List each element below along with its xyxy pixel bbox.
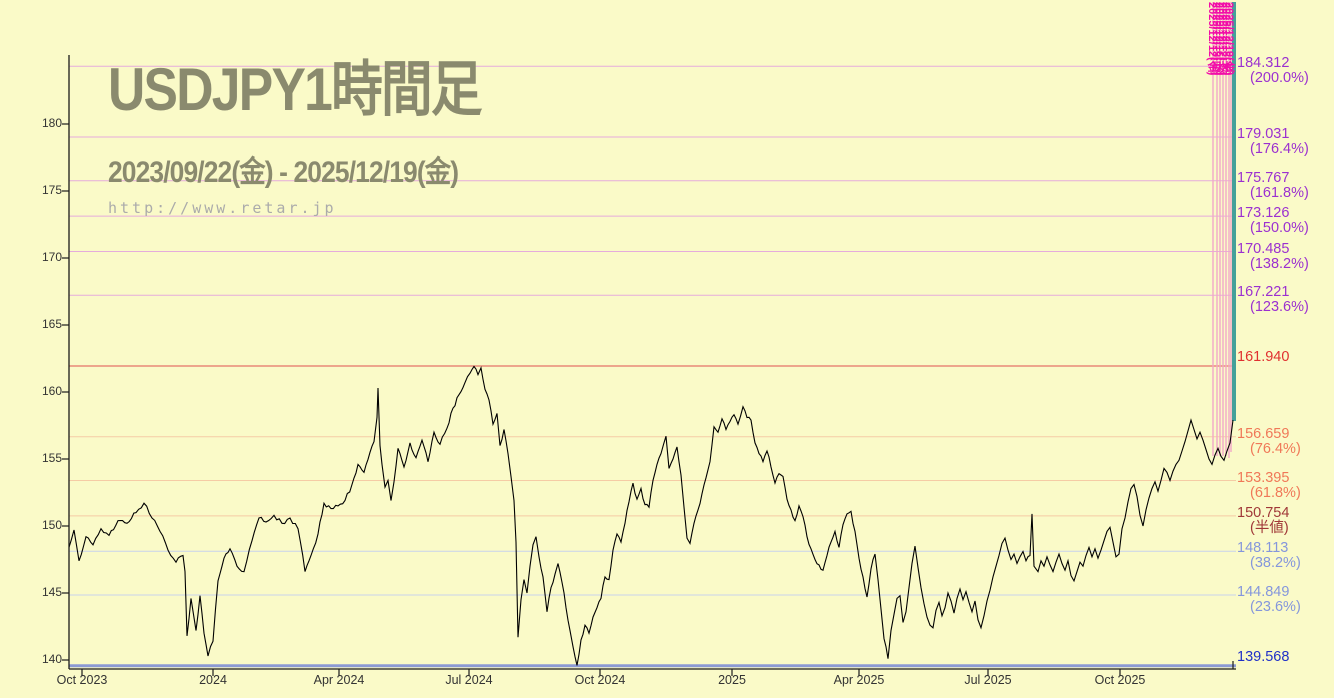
fib-percent: (76.4%): [1250, 440, 1301, 457]
fib-percent: (23.6%): [1250, 599, 1301, 616]
fib-label: 144.849 (23.6%): [1237, 585, 1301, 615]
fib-price: 184.312: [1237, 55, 1290, 72]
fib-label: 139.568: [1237, 648, 1290, 665]
fib-percent: (161.8%): [1250, 184, 1309, 201]
date-range: 2023/09/22(金) - 2025/12/19(金): [108, 156, 459, 190]
fib-price: 150.754: [1237, 504, 1290, 521]
chart-header: USDJPY1時間足 2023/09/22(金) - 2025/12/19(金)…: [108, 56, 541, 217]
rotated-date-label: 2025/12/12(金): [1206, 2, 1218, 76]
y-axis-tick-label: 170: [41, 250, 62, 264]
source-url: http://www.retar.jp: [108, 199, 337, 218]
y-axis-tick-label: 175: [41, 183, 62, 197]
fib-price: 153.395: [1237, 469, 1290, 486]
fib-percent: (176.4%): [1250, 140, 1309, 157]
fib-percent: (138.2%): [1250, 255, 1309, 272]
fib-label: 156.659 (76.4%): [1237, 425, 1301, 457]
x-axis-tick-label: 2024: [199, 673, 227, 687]
fib-label: 173.126 (150.0%): [1237, 206, 1309, 236]
x-axis-tick-label: Apr 2025: [833, 673, 885, 687]
fib-label: 148.113 (38.2%): [1237, 541, 1301, 571]
x-axis-tick-label: 2025: [718, 673, 746, 687]
x-axis-tick-label: Oct 2023: [56, 673, 108, 687]
x-axis-tick-label: Jul 2024: [445, 673, 493, 687]
fib-label: 175.767 (161.8%): [1237, 169, 1309, 201]
fib-price: 139.568: [1237, 648, 1290, 665]
fib-price: 179.031: [1237, 125, 1290, 142]
fib-label: 179.031 (176.4%): [1237, 125, 1309, 157]
rotated-date-label: 2025/12/16(火): [1213, 2, 1225, 76]
price-line: [68, 365, 1234, 666]
page-title: USDJPY1時間足: [108, 56, 483, 123]
fib-percent: (150.0%): [1250, 220, 1309, 237]
y-axis-tick-label: 140: [41, 652, 62, 666]
fib-price: 173.126: [1237, 205, 1290, 222]
y-axis-tick-label: 180: [41, 116, 62, 130]
x-axis-tick-label: Apr 2024: [313, 673, 365, 687]
rotated-date-label: 2025/12/15(月): [1210, 2, 1222, 76]
x-axis-tick-label: Oct 2024: [574, 673, 626, 687]
rotated-date-label: 2025/12/19(金): [1223, 2, 1235, 76]
fib-percent: (200.0%): [1250, 70, 1309, 87]
fib-label: 167.221 (123.6%): [1237, 285, 1309, 315]
rotated-date-label: 2025/12/17(水): [1216, 2, 1228, 76]
y-axis-tick-label: 155: [41, 451, 62, 465]
y-axis-tick-label: 160: [41, 384, 62, 398]
fib-label: 161.940: [1237, 350, 1289, 365]
fib-label: 184.312 (200.0%): [1237, 56, 1309, 86]
fib-price: 167.221: [1237, 284, 1290, 301]
x-axis-tick-label: Oct 2025: [1094, 673, 1146, 687]
fib-price: 170.485: [1237, 240, 1290, 257]
fib-percent: (61.8%): [1250, 484, 1301, 501]
y-axis-tick-label: 150: [41, 518, 62, 532]
fib-label: 153.395 (61.8%): [1237, 469, 1301, 501]
fib-price: 161.940: [1237, 349, 1290, 365]
fib-price: 144.849: [1237, 584, 1290, 601]
x-axis-tick-label: Jul 2025: [964, 673, 1012, 687]
fib-price: 175.767: [1237, 169, 1290, 186]
fib-percent: (半値): [1250, 519, 1289, 536]
fib-label: 170.485 (138.2%): [1237, 240, 1309, 272]
fib-percent: (123.6%): [1250, 299, 1309, 316]
fib-label: 150.754 (半値): [1237, 504, 1290, 536]
fib-price: 148.113: [1237, 540, 1289, 557]
fib-percent: (38.2%): [1250, 555, 1301, 572]
rotated-date-label: 2025/12/18(木): [1220, 2, 1232, 76]
y-axis-tick-label: 165: [41, 317, 62, 331]
fib-price: 156.659: [1237, 425, 1290, 442]
y-axis-tick-label: 145: [41, 585, 62, 599]
